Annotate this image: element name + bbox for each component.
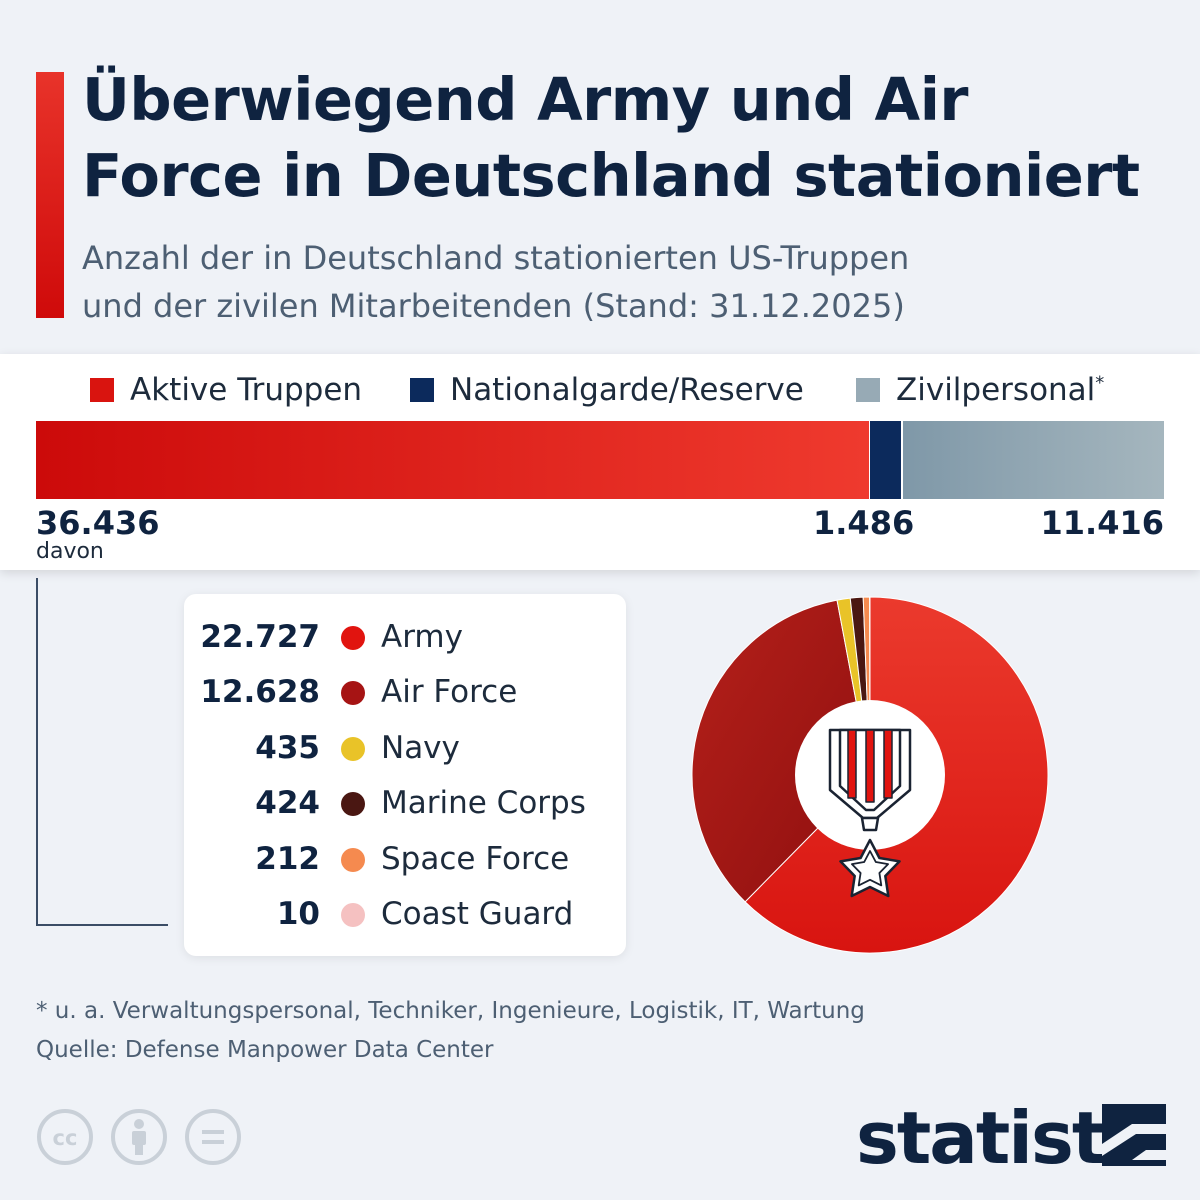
creative-commons-icon[interactable]: cc <box>36 1108 94 1166</box>
branch-dot-army <box>341 626 365 650</box>
legend-swatch-guard <box>410 378 434 402</box>
branch-dot-space-force <box>341 848 365 872</box>
branch-breakdown-card <box>184 594 626 956</box>
branch-value: 22.727 <box>200 619 320 655</box>
branch-value: 424 <box>255 785 320 821</box>
page-subtitle: Anzahl der in Deutschland stationierten … <box>82 239 910 325</box>
donut-slice-air-force <box>691 599 871 903</box>
statista-logo-icon[interactable] <box>1102 1104 1166 1166</box>
davon-label: davon <box>36 539 104 564</box>
legend-swatch-civil <box>856 378 880 402</box>
page-title: Überwiegend Army und Air Force in Deutsc… <box>82 65 1140 210</box>
branch-row-air-force: 12.628 Air Force <box>184 672 626 712</box>
legend-item-guard: Nationalgarde/Reserve <box>410 370 804 410</box>
branch-row-navy: 435 Navy <box>184 728 626 768</box>
branch-dot-coast-guard <box>341 903 365 927</box>
source-note: Quelle: Defense Manpower Data Center <box>36 1037 494 1063</box>
legend-label-civil-asterisk: * <box>1095 372 1105 394</box>
branch-row-space-force: 212 Space Force <box>184 839 626 879</box>
no-derivatives-icon[interactable] <box>184 1108 242 1166</box>
branch-label: Army <box>381 619 463 655</box>
bar-segment-active <box>36 421 870 499</box>
attribution-icon[interactable] <box>110 1108 168 1166</box>
breakdown-connector-line <box>36 578 168 926</box>
footnote: * u. a. Verwaltungspersonal, Techniker, … <box>36 998 865 1024</box>
branch-row-marine-corps: 424 Marine Corps <box>184 783 626 823</box>
branch-label: Coast Guard <box>381 896 574 932</box>
branch-dot-marine-corps <box>341 792 365 816</box>
branch-label: Marine Corps <box>381 785 586 821</box>
bar-segment-guard <box>869 421 903 499</box>
legend-swatch-active <box>90 378 114 402</box>
medal-icon <box>828 728 912 898</box>
legend-item-civil: Zivilpersonal* <box>856 370 1104 410</box>
bar-segment-civil <box>902 421 1164 499</box>
bar-value-active: 36.436 <box>36 504 160 542</box>
legend-label-guard: Nationalgarde/Reserve <box>450 372 804 408</box>
legend-label-civil: Zivilpersonal* <box>896 372 1104 408</box>
branch-value: 10 <box>276 896 320 932</box>
branch-row-army: 22.727 Army <box>184 617 626 657</box>
svg-text:cc: cc <box>53 1126 78 1150</box>
legend-label-civil-text: Zivilpersonal <box>896 372 1096 408</box>
branch-dot-navy <box>341 737 365 761</box>
bar-value-civil: 11.416 <box>1040 504 1164 542</box>
branch-label: Navy <box>381 730 460 766</box>
legend-item-active: Aktive Truppen <box>90 370 362 410</box>
title-accent-bar <box>36 72 64 318</box>
branch-label: Air Force <box>381 674 518 710</box>
branch-value: 435 <box>255 730 320 766</box>
branch-label: Space Force <box>381 841 570 877</box>
branch-value: 212 <box>255 841 320 877</box>
branch-value: 12.628 <box>200 674 320 710</box>
stacked-bar <box>36 421 1164 499</box>
branch-dot-air-force <box>341 681 365 705</box>
legend-label-active: Aktive Truppen <box>130 372 363 408</box>
bar-value-guard: 1.486 <box>813 504 915 542</box>
branch-row-coast-guard: 10 Coast Guard <box>184 894 626 934</box>
branch-donut-chart <box>691 596 1049 954</box>
